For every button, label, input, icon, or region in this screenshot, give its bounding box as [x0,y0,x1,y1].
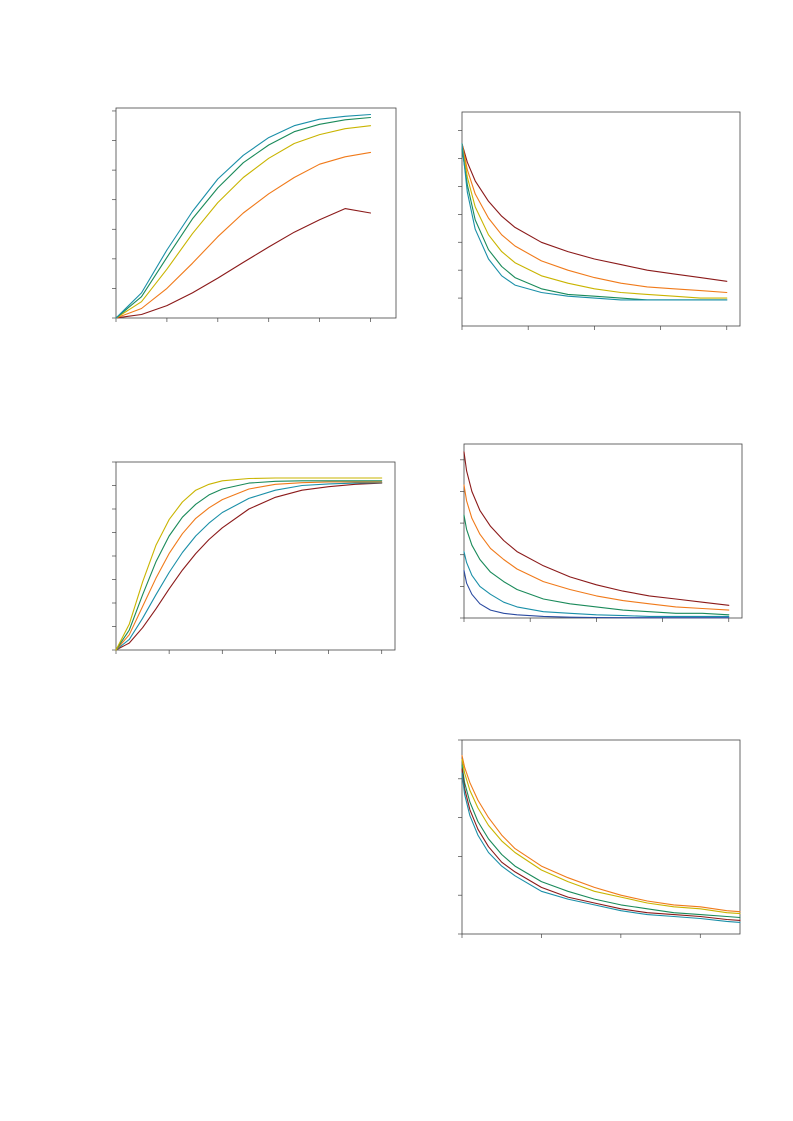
plot-frame [461,111,741,327]
plot-frame [461,739,741,935]
chart-top-left [112,107,397,322]
series-line-orange [461,143,728,294]
chart-top-right [458,111,741,330]
series-line-orange [463,484,730,611]
series-line-green [115,116,372,319]
chart-bottom-right [458,739,741,938]
series-line-orange [115,151,372,319]
series-line-dark-red [461,768,741,921]
series-line-orange [461,754,741,913]
series-line-dark-red [461,143,728,282]
plot-frame [115,107,397,319]
series-line-yellow [115,477,383,651]
series-line-teal [115,113,372,319]
series-line-yellow [461,758,741,915]
series-line-green [461,764,741,919]
plot-frame [463,443,743,619]
series-line-green [463,514,730,616]
chart-middle-left [112,461,396,654]
series-line-teal [461,143,728,301]
plot-frame [115,461,396,651]
series-line-dark-red [115,482,383,651]
series-line-orange [115,481,383,651]
series-line-yellow [115,125,372,319]
series-line-dark-red [463,451,730,606]
series-line-teal [115,482,383,651]
series-line-dark-red [115,208,372,319]
chart-middle-right [460,443,743,622]
series-line-teal [463,551,730,617]
series-line-green [115,480,383,651]
series-line-blue [463,569,730,619]
series-line-yellow [461,143,728,299]
series-line-teal [461,772,741,923]
